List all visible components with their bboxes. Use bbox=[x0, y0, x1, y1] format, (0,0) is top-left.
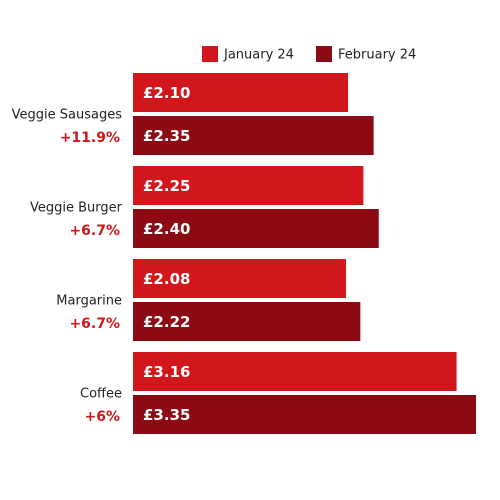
bar bbox=[133, 166, 364, 205]
change-label: +6.7% bbox=[69, 316, 120, 332]
bar bbox=[133, 259, 346, 298]
value-label: £2.10 bbox=[143, 84, 190, 102]
category-label: Veggie Burger bbox=[30, 201, 123, 216]
bar bbox=[133, 352, 457, 391]
bar bbox=[133, 209, 379, 248]
value-label: £2.25 bbox=[143, 177, 190, 195]
bar bbox=[133, 395, 477, 434]
change-label: +6.7% bbox=[69, 223, 120, 239]
category-label: Margarine bbox=[56, 294, 122, 309]
value-label: £2.35 bbox=[143, 127, 190, 145]
value-label: £2.08 bbox=[143, 270, 190, 288]
legend-swatch bbox=[202, 46, 218, 62]
value-label: £3.16 bbox=[143, 363, 190, 381]
value-label: £3.35 bbox=[143, 406, 190, 424]
legend-label: January 24 bbox=[223, 48, 294, 63]
value-label: £2.22 bbox=[143, 313, 190, 331]
bar bbox=[133, 116, 374, 155]
bar bbox=[133, 302, 361, 341]
category-label: Coffee bbox=[80, 387, 122, 402]
legend-swatch bbox=[316, 46, 332, 62]
bar bbox=[133, 73, 349, 112]
legend-label: February 24 bbox=[338, 48, 416, 63]
change-label: +11.9% bbox=[60, 130, 120, 146]
category-label: Veggie Sausages bbox=[12, 108, 123, 123]
change-label: +6% bbox=[85, 409, 121, 425]
value-label: £2.40 bbox=[143, 220, 190, 238]
